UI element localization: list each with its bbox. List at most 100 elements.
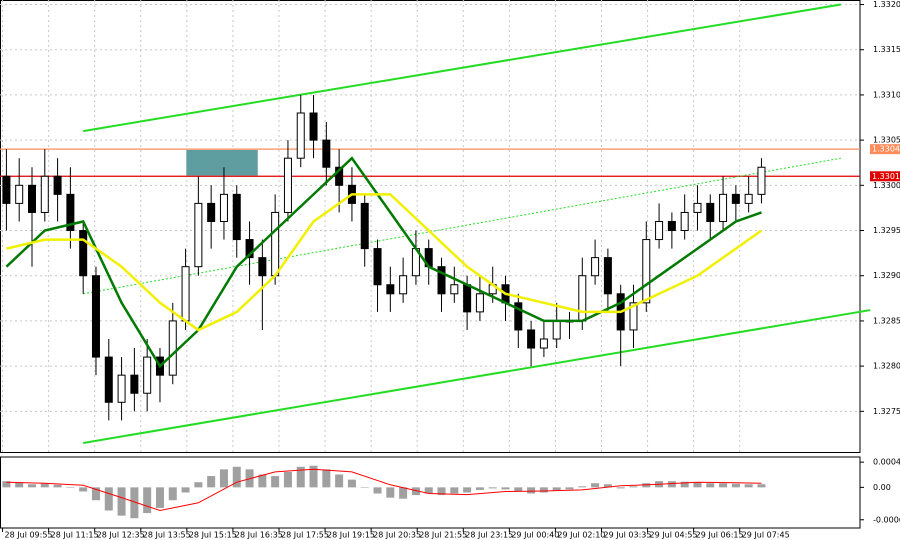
- macd-bar: [168, 487, 177, 501]
- candle-body: [591, 257, 600, 277]
- macd-bar: [731, 483, 740, 488]
- y-tick-label: -0.00063: [873, 515, 900, 524]
- macd-bar: [27, 484, 36, 488]
- candle-body: [552, 320, 561, 340]
- candle-body: [706, 202, 715, 222]
- x-tick-label: 28 Jul 17:55: [281, 531, 329, 540]
- signal-line: [6, 468, 762, 512]
- candle-body: [117, 374, 126, 403]
- candle-body: [629, 302, 638, 331]
- macd-bar: [399, 487, 408, 499]
- x-tick-label: 28 Jul 16:35: [235, 531, 283, 540]
- macd-bar: [53, 484, 62, 488]
- candle-body: [66, 193, 75, 232]
- candle-body: [437, 266, 446, 295]
- candle-body: [373, 248, 382, 286]
- zone: [184, 148, 260, 178]
- macd-bar: [66, 487, 75, 488]
- candle-body: [744, 193, 753, 204]
- candle-body: [207, 202, 216, 222]
- trend-line: [83, 157, 841, 295]
- moving-average: [5, 156, 762, 369]
- macd-bar: [386, 487, 395, 498]
- x-tick-label: 29 Jul 07:45: [742, 531, 790, 540]
- macd-bar: [539, 487, 548, 493]
- candle-body: [53, 175, 62, 195]
- candle-body: [27, 184, 36, 213]
- macd-bar: [360, 487, 369, 488]
- candle-body: [655, 220, 664, 241]
- y-tick-label: 0.00: [873, 483, 891, 492]
- macd-bar: [181, 487, 190, 493]
- plot-frame: [0, 0, 861, 453]
- candle-body: [578, 275, 587, 322]
- macd-bar: [552, 487, 561, 491]
- macd-bar: [411, 487, 420, 496]
- macd-bar: [91, 487, 100, 501]
- macd-bar: [155, 487, 164, 508]
- y-tick-label: 1.3320: [873, 0, 900, 9]
- candle-body: [168, 320, 177, 376]
- y-tick-label: 1.3310: [873, 90, 900, 99]
- candle-body: [271, 211, 280, 277]
- macd-bar: [501, 487, 510, 490]
- macd-bar: [578, 486, 587, 488]
- y-tick-label: 1.3300: [873, 181, 900, 190]
- y-tick-label: 0.00049: [873, 458, 900, 467]
- x-tick-label: 28 Jul 13:55: [143, 531, 191, 540]
- macd-bar: [117, 487, 126, 516]
- candle-body: [143, 356, 152, 394]
- macd-bar: [373, 487, 382, 494]
- macd-bar: [514, 487, 523, 492]
- x-tick-label: 28 Jul 19:15: [327, 531, 375, 540]
- candle-body: [450, 284, 459, 295]
- candle-body: [15, 184, 24, 204]
- candle-body: [335, 166, 344, 186]
- candle-body: [757, 166, 766, 195]
- candle-body: [258, 257, 267, 277]
- x-tick-label: 28 Jul 11:15: [51, 531, 99, 540]
- macd-bar: [194, 482, 203, 488]
- macd-bar: [104, 487, 113, 511]
- macd-bar: [335, 474, 344, 488]
- candle-body: [667, 220, 676, 232]
- moving-average: [6, 193, 763, 332]
- macd-bar: [437, 487, 446, 496]
- x-tick-label: 29 Jul 06:15: [696, 531, 744, 540]
- candle-body: [475, 293, 484, 313]
- level-label: 1.3304: [872, 145, 900, 154]
- y-tick-label: 1.3280: [873, 362, 900, 371]
- macd-bar: [693, 482, 702, 488]
- macd-bar: [40, 483, 49, 488]
- candle-body: [642, 239, 651, 304]
- candle-body: [283, 157, 292, 213]
- macd-bar: [258, 474, 267, 488]
- macd-bar: [565, 487, 574, 490]
- macd-bar: [629, 486, 638, 488]
- macd-bar: [309, 465, 318, 488]
- candle-body: [40, 175, 49, 213]
- y-tick-label: 1.3275: [873, 407, 900, 416]
- candle-body: [463, 284, 472, 313]
- x-tick-label: 28 Jul 23:15: [465, 531, 513, 540]
- macd-bar: [143, 487, 152, 514]
- macd-bar: [719, 483, 728, 488]
- x-tick-label: 29 Jul 04:55: [650, 531, 698, 540]
- macd-bar: [667, 481, 676, 488]
- x-tick-label: 28 Jul 12:35: [97, 531, 145, 540]
- candle-body: [181, 266, 190, 322]
- candle-body: [719, 193, 728, 222]
- macd-bar: [322, 469, 331, 488]
- candle-body: [399, 275, 408, 295]
- candle-body: [79, 230, 88, 277]
- macd-bar: [283, 471, 292, 488]
- y-tick-label: 1.3285: [873, 316, 900, 325]
- candle-body: [296, 112, 305, 159]
- macd-bar: [488, 487, 497, 489]
- macd-bar: [347, 479, 356, 488]
- y-tick-label: 1.3290: [873, 271, 900, 280]
- candle-body: [309, 112, 318, 141]
- level-label: 1.3301: [872, 172, 900, 181]
- macd-bar: [271, 476, 280, 488]
- y-tick-label: 1.3305: [873, 136, 900, 145]
